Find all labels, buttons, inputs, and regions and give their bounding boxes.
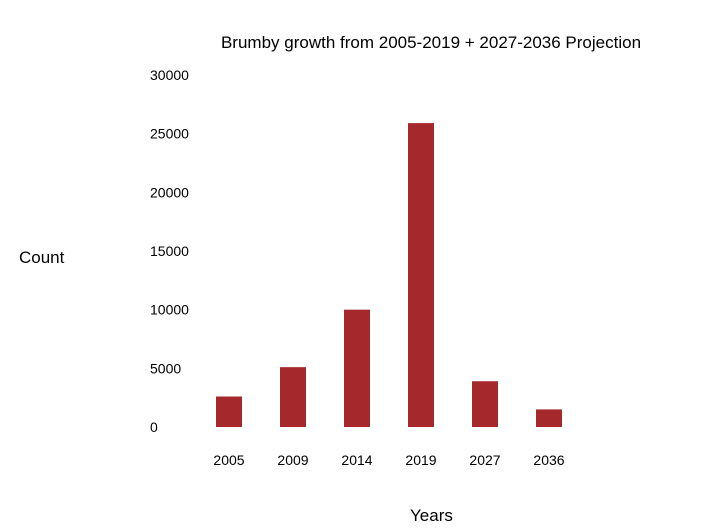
bar-2036: [536, 409, 562, 427]
bar-2027: [472, 381, 498, 427]
y-axis-ticks: 0 5000 10000 15000 20000 25000 30000: [150, 67, 189, 435]
y-tick-label: 20000: [150, 184, 189, 200]
x-tick-label: 2014: [341, 452, 372, 468]
bar-2014: [344, 309, 370, 427]
y-tick-label: 25000: [150, 126, 189, 142]
x-tick-label: 2027: [469, 452, 500, 468]
x-tick-label: 2009: [277, 452, 308, 468]
y-tick-label: 10000: [150, 302, 189, 318]
bar-2005: [216, 396, 242, 427]
y-tick-label: 30000: [150, 67, 189, 83]
y-tick-label: 5000: [150, 360, 181, 376]
chart-title: Brumby growth from 2005-2019 + 2027-2036…: [220, 33, 642, 52]
x-axis-ticks: 2005 2009 2014 2019 2027 2036: [213, 452, 564, 468]
x-tick-label: 2019: [405, 452, 436, 468]
bar-2009: [280, 367, 306, 427]
x-tick-label: 2005: [213, 452, 244, 468]
x-axis-label: Years: [410, 506, 453, 525]
y-axis-label: Count: [19, 248, 65, 267]
y-tick-label: 15000: [150, 243, 189, 259]
x-tick-label: 2036: [533, 452, 564, 468]
y-tick-label: 0: [150, 419, 158, 435]
bar-2019: [408, 123, 434, 428]
bars: [216, 123, 562, 428]
